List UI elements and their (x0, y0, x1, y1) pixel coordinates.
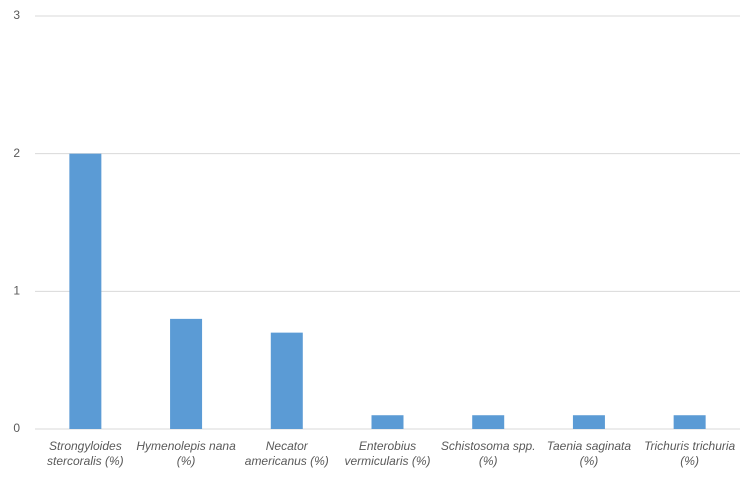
x-tick-label: Hymenolepis nana (%) (136, 439, 236, 468)
bar (472, 415, 505, 429)
bar (371, 415, 404, 429)
bar (572, 415, 605, 429)
bar (170, 318, 203, 429)
bar (69, 153, 102, 429)
y-tick-label: 1 (13, 284, 20, 298)
x-tick-label: Strongyloides stercoralis (%) (47, 439, 124, 468)
y-tick-label: 2 (13, 146, 20, 160)
bar (270, 332, 303, 429)
x-tick-label: Necator americanus (%) (244, 439, 329, 468)
y-tick-label: 0 (13, 421, 20, 435)
y-tick-label: 3 (13, 8, 20, 22)
bar (673, 415, 706, 429)
x-tick-label: Schistosoma spp. (%) (440, 439, 536, 468)
x-tick-label: Taenia saginata (%) (546, 439, 632, 468)
x-tick-label: Trichuris trichuria (%) (644, 439, 736, 468)
x-tick-label: Enterobius vermicularis (%) (344, 439, 431, 468)
